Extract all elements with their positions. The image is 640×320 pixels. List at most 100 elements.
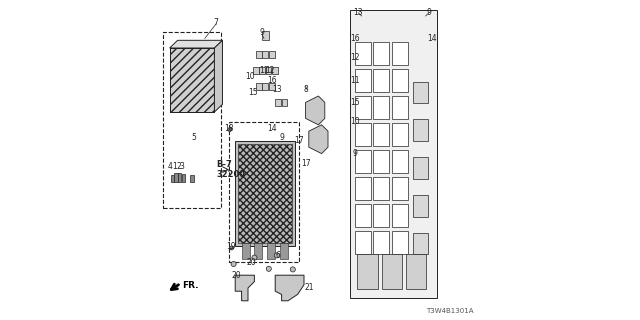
Circle shape — [252, 255, 257, 260]
Bar — [266, 67, 271, 74]
Bar — [282, 99, 287, 106]
Bar — [269, 83, 275, 90]
Text: 4: 4 — [168, 162, 173, 171]
Bar — [406, 254, 426, 289]
Bar — [256, 51, 262, 58]
Text: 13: 13 — [272, 85, 282, 94]
Bar — [262, 83, 268, 90]
Polygon shape — [306, 96, 325, 125]
Bar — [373, 178, 389, 200]
Bar — [413, 195, 428, 217]
Bar — [262, 31, 269, 40]
Bar — [392, 96, 408, 119]
Bar — [392, 43, 408, 65]
Text: 15: 15 — [248, 88, 258, 97]
Text: 11: 11 — [351, 76, 360, 84]
Bar — [182, 174, 185, 182]
Text: 2: 2 — [176, 162, 181, 171]
Text: 15: 15 — [350, 98, 360, 107]
Bar — [268, 243, 275, 259]
Polygon shape — [236, 275, 254, 301]
Bar — [272, 67, 278, 74]
Bar — [178, 173, 182, 182]
Circle shape — [275, 253, 280, 258]
Bar — [392, 150, 408, 173]
Text: 1: 1 — [172, 162, 177, 171]
Bar — [254, 243, 262, 259]
Bar — [392, 231, 408, 254]
Bar — [413, 233, 428, 254]
Text: 13: 13 — [353, 8, 364, 17]
Bar — [373, 231, 389, 254]
Text: 9: 9 — [260, 28, 265, 36]
Text: 14: 14 — [427, 34, 437, 43]
Bar — [355, 150, 371, 173]
Text: 20: 20 — [232, 271, 242, 280]
Bar — [163, 32, 221, 208]
Text: 6: 6 — [276, 252, 281, 260]
Bar — [351, 10, 436, 298]
Bar — [373, 204, 389, 228]
Text: 12: 12 — [266, 66, 275, 75]
Bar — [275, 99, 281, 106]
Text: 17: 17 — [301, 159, 310, 168]
Bar — [373, 150, 389, 173]
Text: 5: 5 — [191, 133, 196, 142]
Text: 14: 14 — [267, 124, 277, 132]
Text: 21: 21 — [304, 284, 314, 292]
Text: 17: 17 — [294, 136, 304, 145]
Text: 16: 16 — [350, 34, 360, 43]
Circle shape — [266, 266, 271, 271]
Bar — [229, 122, 300, 262]
Bar — [357, 254, 378, 289]
Text: 20: 20 — [246, 258, 256, 267]
Bar — [392, 178, 408, 200]
Bar — [269, 51, 275, 58]
Text: T3W4B1301A: T3W4B1301A — [426, 308, 474, 314]
Text: 7: 7 — [214, 18, 218, 27]
Bar — [373, 69, 389, 92]
Text: 16: 16 — [267, 76, 277, 84]
Text: 11: 11 — [259, 66, 269, 75]
Bar — [413, 157, 428, 179]
Text: 9: 9 — [426, 8, 431, 17]
Text: FR.: FR. — [182, 281, 198, 290]
Bar — [355, 96, 371, 119]
Circle shape — [228, 128, 232, 132]
Bar — [355, 43, 371, 65]
Bar — [373, 43, 389, 65]
Polygon shape — [236, 141, 295, 246]
Bar — [392, 69, 408, 92]
Bar — [355, 178, 371, 200]
Text: 10: 10 — [350, 117, 360, 126]
Bar — [280, 243, 288, 259]
Bar — [253, 67, 259, 74]
Bar — [259, 67, 265, 74]
Bar — [191, 175, 193, 182]
Polygon shape — [309, 125, 328, 154]
Bar — [392, 124, 408, 147]
Text: 12: 12 — [351, 53, 360, 62]
Polygon shape — [275, 275, 304, 301]
Bar — [392, 204, 408, 228]
Polygon shape — [214, 40, 223, 112]
Bar — [174, 173, 178, 182]
Circle shape — [290, 267, 295, 272]
Bar — [355, 69, 371, 92]
Bar — [355, 204, 371, 228]
Bar — [413, 119, 428, 141]
Bar — [262, 51, 268, 58]
Text: 9: 9 — [353, 149, 358, 158]
Text: 10: 10 — [244, 72, 255, 81]
Text: B-7
32200: B-7 32200 — [216, 160, 245, 179]
Bar — [256, 83, 262, 90]
Bar — [355, 124, 371, 147]
Bar — [355, 231, 371, 254]
Bar — [373, 96, 389, 119]
Polygon shape — [170, 48, 214, 112]
Text: 19: 19 — [226, 242, 236, 251]
Bar — [242, 243, 250, 259]
Polygon shape — [170, 40, 223, 48]
Bar — [373, 124, 389, 147]
Text: 9: 9 — [279, 133, 284, 142]
